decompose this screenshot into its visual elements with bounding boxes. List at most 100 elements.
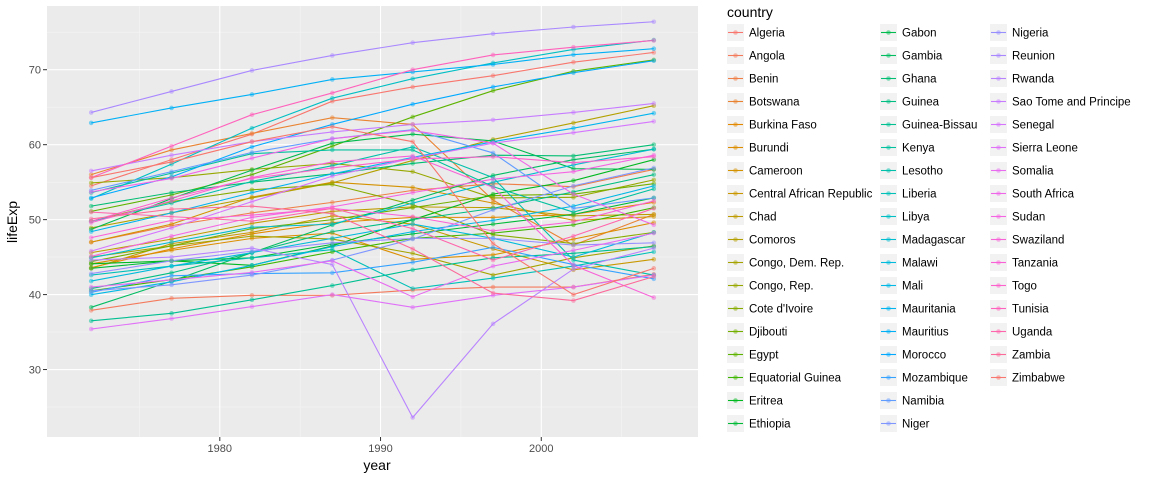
data-point — [88, 305, 94, 310]
data-point — [169, 176, 174, 181]
data-point — [571, 52, 576, 58]
legend-item: Cote d'Ivoire — [727, 300, 813, 317]
data-point — [490, 245, 496, 250]
data-point — [249, 144, 255, 150]
legend-key-point — [733, 260, 738, 265]
data-point — [249, 195, 255, 201]
legend-label: Equatorial Guinea — [749, 373, 842, 385]
legend-label: Central African Republic — [749, 189, 873, 201]
legend-label: Reunion — [1012, 51, 1055, 63]
data-point — [169, 210, 174, 216]
data-point — [490, 236, 496, 241]
data-point — [651, 101, 657, 106]
series-line — [91, 120, 654, 252]
data-point — [571, 292, 576, 297]
data-point — [410, 267, 415, 273]
data-point — [330, 53, 335, 58]
legend-key-point — [886, 375, 891, 380]
series-line — [91, 148, 654, 259]
data-point — [249, 293, 255, 298]
data-point — [169, 311, 174, 316]
data-point — [490, 221, 496, 227]
data-point — [651, 266, 657, 271]
series-line — [91, 59, 654, 212]
legend-key-point — [733, 375, 738, 380]
data-point — [249, 131, 255, 136]
legend-label: Congo, Rep. — [749, 281, 814, 293]
legend-item: South Africa — [990, 185, 1075, 202]
data-point — [410, 144, 415, 150]
legend-label: Somalia — [1012, 166, 1054, 178]
data-point — [410, 214, 415, 219]
data-point — [249, 233, 255, 239]
legend-key-point — [886, 352, 891, 357]
legend-key-point — [996, 329, 1001, 334]
legend-item: Togo — [990, 277, 1037, 294]
data-point — [169, 263, 174, 269]
legend-key-point — [733, 30, 738, 35]
legend-key-point — [996, 375, 1001, 380]
legend-label: Benin — [749, 74, 778, 86]
data-point — [330, 244, 335, 249]
legend-label: Angola — [749, 51, 785, 63]
series-line — [91, 174, 654, 290]
legend-key-point — [733, 352, 738, 357]
legend-key-point — [886, 191, 891, 196]
data-point — [651, 198, 657, 204]
legend-item: Chad — [727, 208, 777, 225]
legend-label: Tunisia — [1012, 304, 1049, 316]
legend-key-point — [886, 421, 891, 426]
data-point — [169, 214, 174, 219]
legend-label: Djibouti — [749, 327, 787, 339]
data-point — [571, 125, 576, 131]
legend-item: Botswana — [727, 93, 800, 110]
data-point — [249, 263, 255, 268]
data-point — [330, 211, 335, 216]
legend-item: Zimbabwe — [990, 369, 1065, 386]
legend-item: Djibouti — [727, 323, 787, 340]
data-point — [249, 199, 255, 204]
data-point — [651, 230, 657, 236]
legend-item: Rwanda — [990, 70, 1055, 87]
series-line — [91, 237, 654, 275]
data-point — [571, 169, 576, 174]
data-point — [330, 115, 335, 120]
data-point — [651, 222, 657, 228]
data-point — [249, 150, 255, 155]
series-line — [91, 154, 654, 257]
data-point — [330, 147, 335, 153]
data-point — [410, 67, 415, 73]
data-point — [410, 131, 415, 137]
legend-item: Kenya — [880, 139, 935, 156]
legend-key-point — [733, 168, 738, 173]
data-point — [410, 246, 415, 252]
legend-item: Ghana — [880, 70, 937, 87]
legend-key-point — [996, 283, 1001, 288]
series-line — [91, 144, 654, 207]
legend-label: Senegal — [1012, 120, 1054, 132]
legend-key-point — [733, 283, 738, 288]
legend-label: Gambia — [902, 51, 943, 63]
data-point — [88, 248, 94, 254]
legend-item: Tunisia — [990, 300, 1049, 317]
series-line — [91, 146, 654, 276]
data-point — [490, 284, 496, 290]
data-point — [571, 178, 576, 183]
series-line — [91, 167, 654, 292]
legend-key-point — [996, 30, 1001, 35]
data-point — [169, 233, 174, 239]
data-point — [169, 152, 174, 158]
legend-label: Eritrea — [749, 396, 783, 408]
data-point — [571, 195, 576, 200]
legend-label: Ghana — [902, 74, 937, 86]
data-point — [169, 254, 174, 260]
legend-label: Ethiopia — [749, 419, 791, 431]
data-point — [330, 129, 335, 135]
data-point — [571, 248, 576, 253]
y-axis-ticks: 30 40 50 60 70 — [29, 65, 47, 377]
data-point — [490, 150, 496, 156]
legend-item: Guinea — [880, 93, 940, 110]
data-point — [490, 52, 496, 58]
legend-key-point — [886, 122, 891, 127]
data-point — [330, 270, 335, 276]
